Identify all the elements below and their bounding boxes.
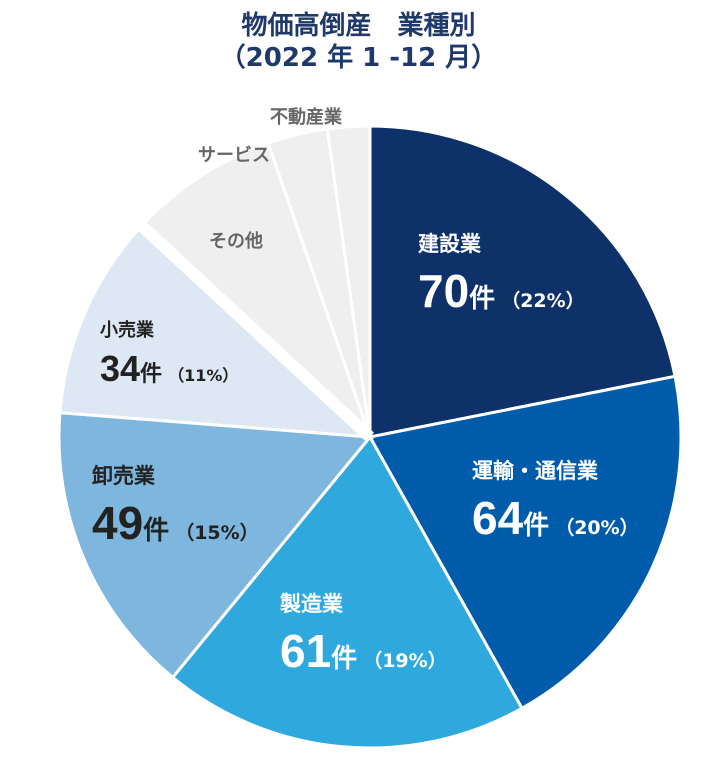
pie-slice-2 [170, 434, 525, 750]
slice-gap [137, 221, 375, 442]
slice-label-services: サービス [198, 145, 270, 166]
chart-title: 物価高倒産 業種別 [241, 11, 476, 41]
slice-label-wholesale: 卸売業 49件 （15%） [92, 464, 259, 549]
pie-slice-4 [58, 223, 375, 439]
slice-label-transport: 運輸・通信業 64件 （20%） [472, 459, 639, 544]
pie-slice-7 [325, 124, 372, 438]
slice-label-manufacturing: 製造業 61件 （19%） [280, 592, 447, 677]
slice-label-other: その他 [209, 231, 263, 252]
pie-slice-1 [367, 374, 683, 711]
chart-subtitle: （2022 年 1 -12 月） [219, 43, 498, 73]
slice-label-real-estate: 不動産業 [270, 107, 342, 128]
pie-slice-0 [368, 124, 677, 439]
slice-label-retail: 小売業 34件 （11%） [100, 320, 239, 389]
pie-slice-3 [57, 410, 373, 680]
pie-slice-5 [139, 141, 372, 439]
slice-label-construction: 建設業 70件 （22%） [418, 232, 585, 317]
